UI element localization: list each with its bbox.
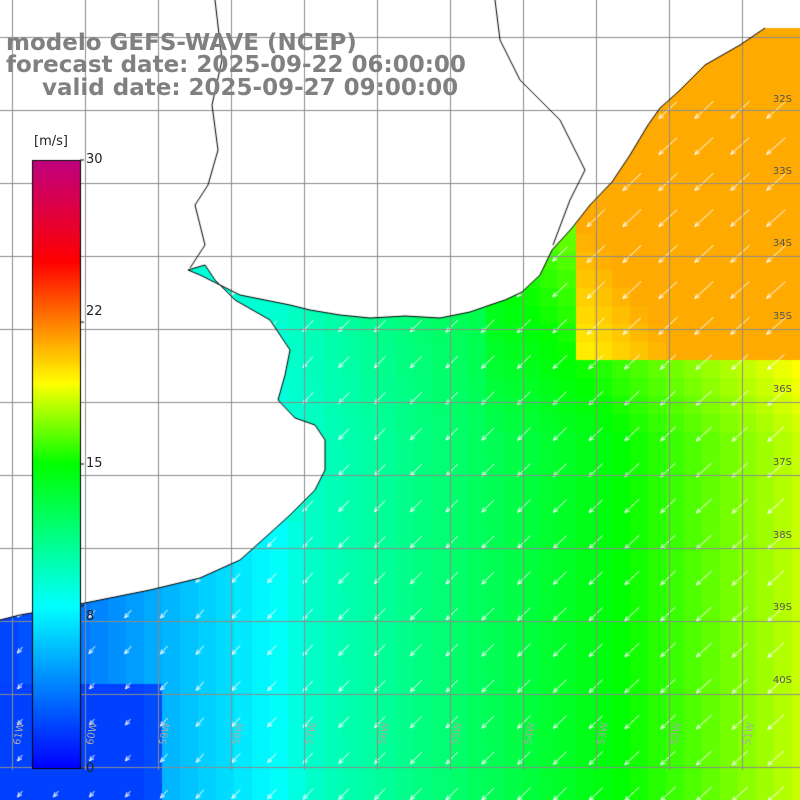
colorbar-tick-22: 22 (86, 304, 103, 319)
model-title: modelo GEFS-WAVE (NCEP) (6, 30, 357, 56)
lat-label-34s: 34S (772, 238, 792, 249)
colorbar-tick-30: 30 (86, 152, 103, 167)
colorbar-tick-15: 15 (86, 456, 103, 471)
valid-date: valid date: 2025-09-27 09:00:00 (42, 75, 459, 101)
forecast-date: forecast date: 2025-09-22 06:00:00 (6, 52, 466, 78)
lat-label-39s: 39S (772, 602, 792, 613)
colorbar-tick-0: 0 (86, 761, 95, 776)
lat-label-36s: 36S (772, 384, 792, 395)
lat-label-40s: 40S (772, 675, 792, 686)
lat-label-37s: 37S (772, 457, 792, 468)
colorbar-unit: [m/s] (34, 134, 68, 149)
colorbar-tick-8: 8 (86, 609, 95, 624)
lat-label-32s: 32S (772, 94, 792, 105)
lat-label-38s: 38S (772, 530, 792, 541)
lat-label-33s: 33S (772, 166, 792, 177)
lat-label-35s: 35S (772, 311, 792, 322)
